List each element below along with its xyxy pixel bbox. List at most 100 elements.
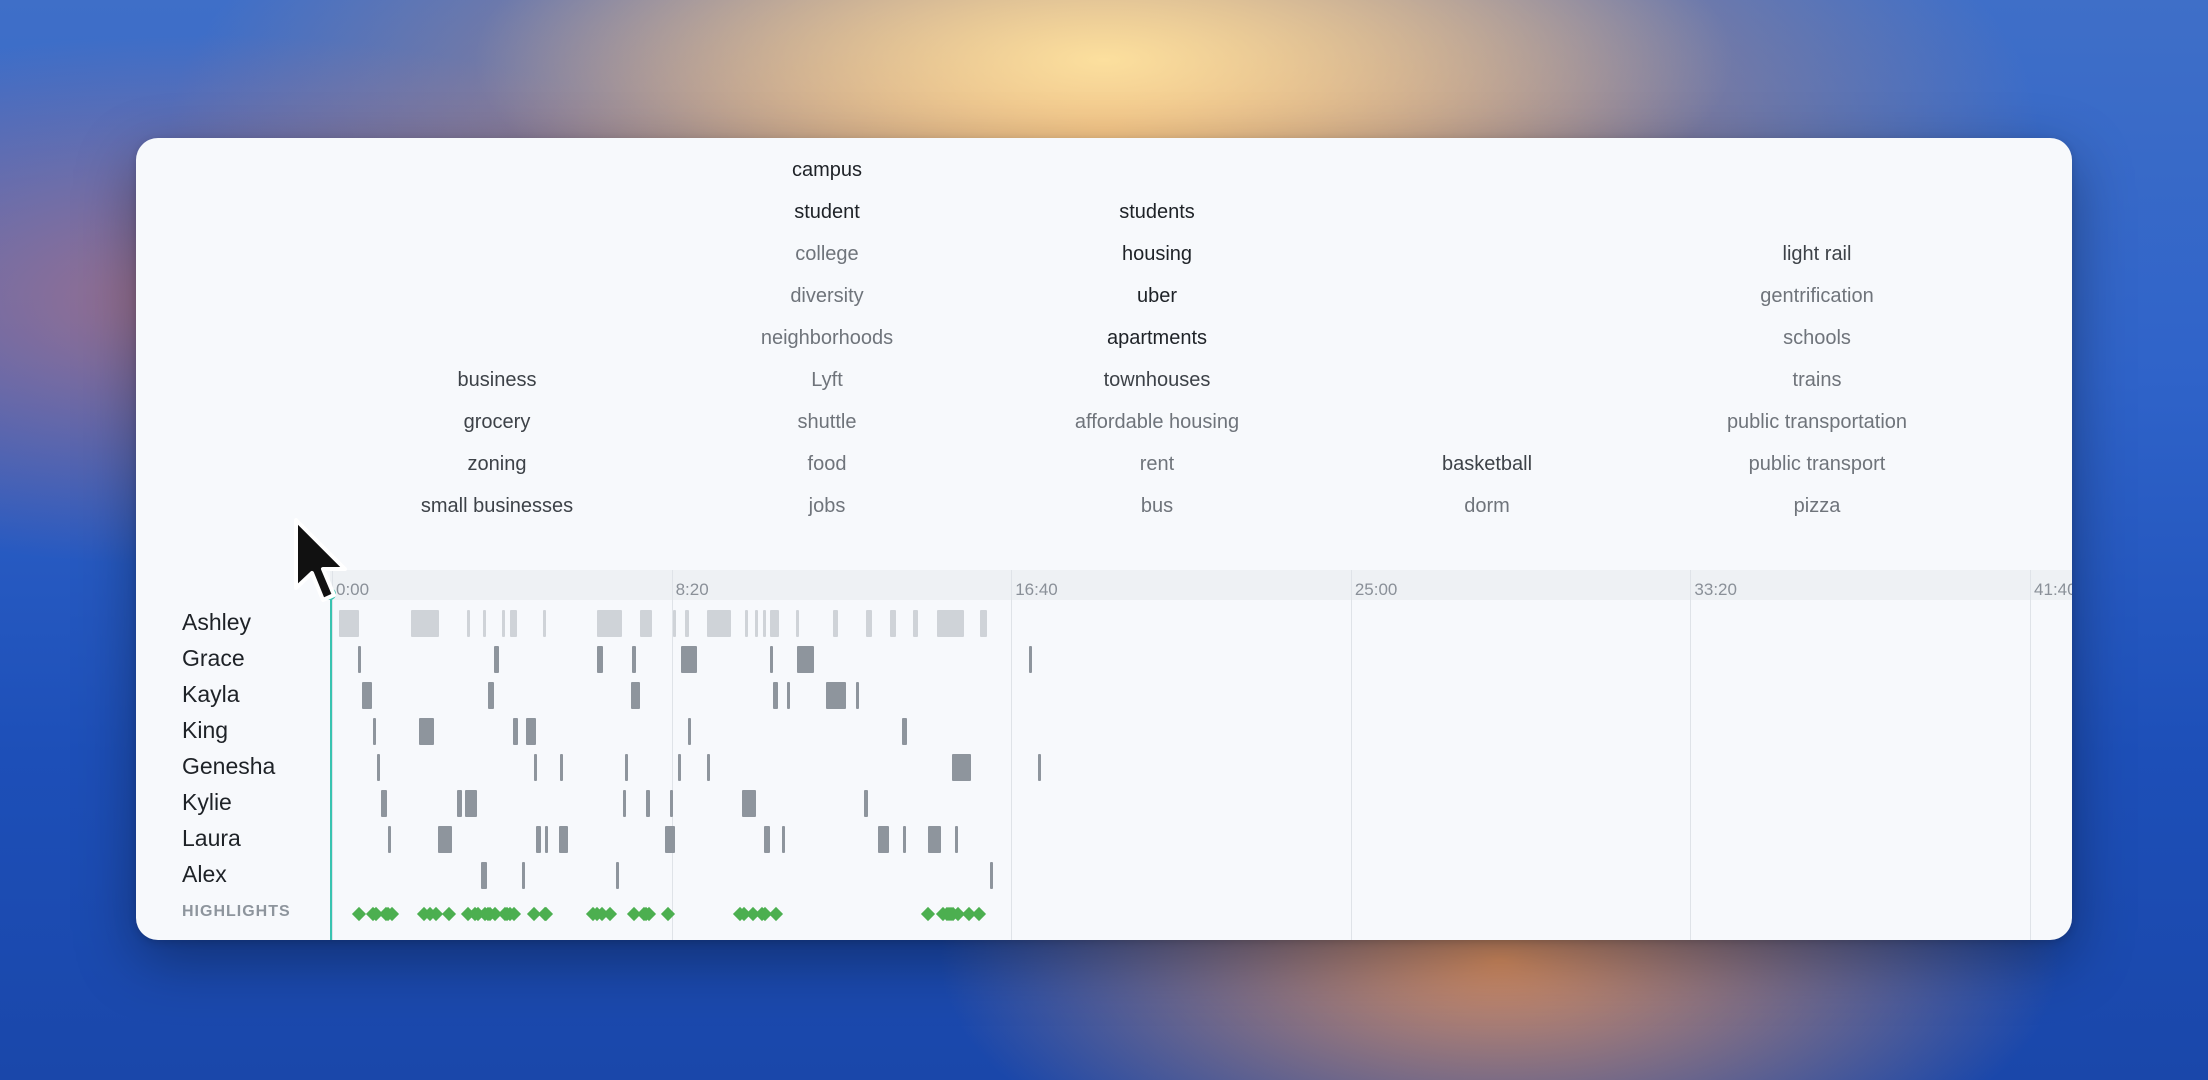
topic-word[interactable]: affordable housing [1074,411,1240,433]
topic-word[interactable]: dorm [1464,495,1510,517]
timeline-ruler[interactable] [330,570,2072,600]
speaker-name[interactable]: Kayla [182,681,240,707]
speech-segment[interactable] [744,610,748,637]
topic-word[interactable]: uber [1136,285,1178,307]
topic-word[interactable]: campus [791,159,863,181]
speech-segment[interactable] [889,610,896,637]
speech-segment[interactable] [902,826,906,853]
topic-word[interactable]: bus [1140,495,1174,517]
speech-segment[interactable] [388,826,392,853]
speech-segment[interactable] [467,610,471,637]
topic-word[interactable]: neighborhoods [760,327,894,349]
speech-segment[interactable] [358,646,362,673]
highlight-marker[interactable] [352,906,367,922]
topic-word[interactable]: zoning [467,453,527,475]
speaker-name[interactable]: Ashley [182,609,252,635]
speech-segment[interactable] [936,610,964,637]
speaker-name[interactable]: Grace [182,645,245,671]
speech-segment[interactable] [372,718,376,745]
topic-word[interactable]: public transportation [1726,411,1908,433]
speech-segment[interactable] [685,610,689,637]
topic-word[interactable]: student [794,201,860,223]
speech-segment[interactable] [542,610,546,637]
speech-segment[interactable] [522,862,526,889]
speech-segment[interactable] [878,826,889,853]
speech-segment[interactable] [525,718,536,745]
speech-segment[interactable] [630,682,641,709]
topic-word[interactable]: pizza [1793,495,1841,517]
speech-segment[interactable] [411,610,439,637]
speech-segment[interactable] [855,682,860,709]
speech-segment[interactable] [763,826,771,853]
topic-word[interactable]: rent [1139,453,1175,475]
speech-segment[interactable] [1028,646,1033,673]
speech-segment[interactable] [990,862,994,889]
speech-segment[interactable] [482,610,486,637]
speech-segment[interactable] [545,826,549,853]
speech-segment[interactable] [952,754,972,781]
speech-segment[interactable] [338,610,360,637]
topic-word[interactable]: grocery [463,411,531,433]
speech-segment[interactable] [437,826,452,853]
highlight-marker[interactable] [661,906,676,922]
speech-segment[interactable] [742,790,756,817]
speech-segment[interactable] [622,790,626,817]
topic-word[interactable]: small businesses [420,495,574,517]
topic-word[interactable]: townhouses [1103,369,1211,391]
speech-segment[interactable] [706,610,731,637]
speech-segment[interactable] [376,754,381,781]
topic-word[interactable]: jobs [808,495,846,517]
highlight-marker[interactable] [972,906,987,922]
speech-segment[interactable] [865,610,872,637]
speech-segment[interactable] [928,826,942,853]
speech-segment[interactable] [762,610,766,637]
speaker-name[interactable]: Kylie [182,789,232,815]
topic-word[interactable]: schools [1783,327,1851,349]
speaker-name[interactable]: King [182,717,229,743]
speech-segment[interactable] [795,610,799,637]
topic-word[interactable]: diversity [790,285,864,307]
speech-segment[interactable] [632,646,636,673]
topic-word[interactable]: trains [1792,369,1842,391]
speech-segment[interactable] [558,826,568,853]
speech-segment[interactable] [770,646,774,673]
speech-segment[interactable] [672,610,676,637]
topic-word[interactable]: housing [1121,243,1193,265]
speech-segment[interactable] [625,754,629,781]
playhead[interactable] [330,592,332,940]
speech-segment[interactable] [979,610,987,637]
speech-segment[interactable] [681,646,698,673]
speech-segment[interactable] [832,610,838,637]
speech-segment[interactable] [797,646,815,673]
speech-segment[interactable] [494,646,500,673]
speech-segment[interactable] [509,610,517,637]
topic-word[interactable]: shuttle [797,411,857,433]
speech-segment[interactable] [640,610,652,637]
speech-segment[interactable] [755,610,759,637]
topic-word[interactable]: light rail [1782,243,1852,265]
speech-segment[interactable] [706,754,710,781]
speech-segment[interactable] [481,862,487,889]
topic-word[interactable]: college [795,243,859,265]
speaker-name[interactable]: Alex [182,861,227,887]
speech-segment[interactable] [596,610,623,637]
speech-segment[interactable] [770,610,779,637]
topic-word[interactable]: public transport [1748,453,1886,475]
highlight-marker[interactable] [920,906,935,922]
speech-segment[interactable] [380,790,387,817]
speaker-name[interactable]: Genesha [182,753,276,779]
speech-segment[interactable] [513,718,519,745]
highlight-marker[interactable] [603,906,618,922]
speech-segment[interactable] [678,754,682,781]
speech-segment[interactable] [615,862,619,889]
speech-segment[interactable] [501,610,505,637]
speech-segment[interactable] [954,826,959,853]
highlight-marker[interactable] [768,906,783,922]
speaker-name[interactable]: Laura [182,825,241,851]
highlight-marker[interactable] [441,906,456,922]
topic-word[interactable]: gentrification [1760,285,1874,307]
topic-word[interactable]: basketball [1441,453,1533,475]
speech-segment[interactable] [781,826,785,853]
speech-segment[interactable] [912,610,919,637]
speech-segment[interactable] [901,718,907,745]
